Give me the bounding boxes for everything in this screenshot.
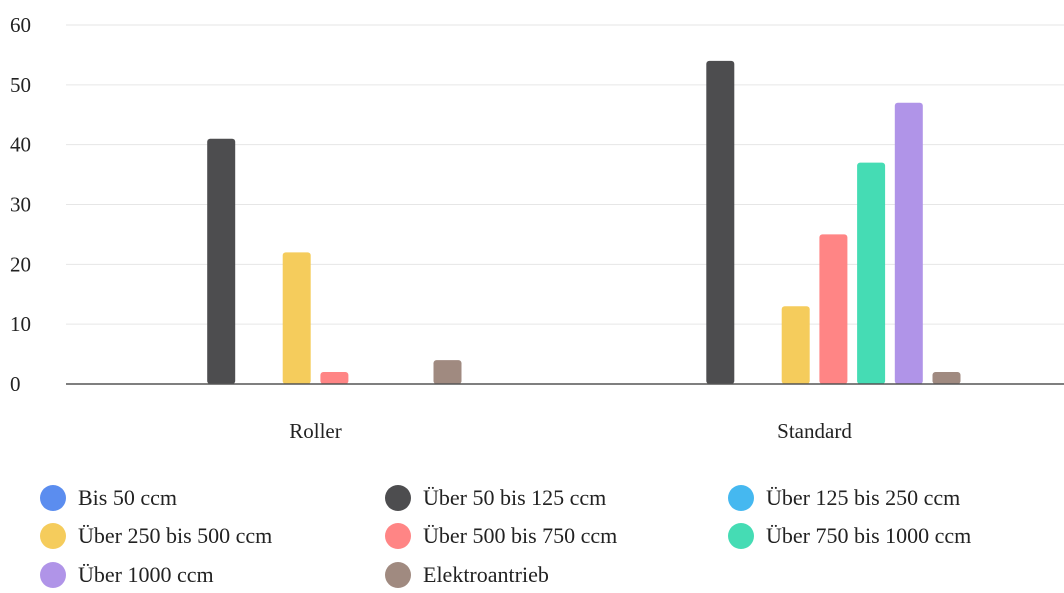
legend-swatch	[40, 523, 66, 549]
bars	[207, 60, 961, 385]
legend-item[interactable]: Über 750 bis 1000 ccm	[728, 518, 971, 554]
y-tick-label: 30	[10, 193, 31, 217]
legend-swatch	[728, 523, 754, 549]
bar	[781, 306, 810, 384]
legend-label: Über 500 bis 750 ccm	[423, 523, 618, 548]
bar	[207, 138, 236, 384]
y-tick-label: 10	[10, 312, 31, 336]
bar-chart: 0 10 20 30 40 50 60 Roller Standard	[10, 13, 1064, 443]
legend-item[interactable]: Über 125 bis 250 ccm	[728, 480, 960, 516]
bar	[894, 102, 923, 385]
bar	[706, 60, 735, 385]
legend-swatch	[728, 485, 754, 511]
y-tick-label: 40	[10, 133, 31, 157]
legend-swatch	[385, 562, 411, 588]
legend-item[interactable]: Über 1000 ccm	[40, 557, 214, 593]
x-category-label: Roller	[289, 419, 342, 443]
legend-label: Bis 50 ccm	[78, 485, 177, 510]
x-axis-categories: Roller Standard	[289, 419, 852, 443]
bar	[857, 162, 886, 384]
legend-swatch	[385, 485, 411, 511]
legend-item[interactable]: Über 250 bis 500 ccm	[40, 518, 272, 554]
y-tick-label: 20	[10, 252, 31, 276]
legend: Bis 50 ccm Über 50 bis 125 ccm Über 125 bi…	[40, 480, 1060, 588]
y-tick-label: 50	[10, 73, 31, 97]
x-category-label: Standard	[777, 419, 852, 443]
y-tick-label: 0	[10, 372, 21, 396]
y-tick-label: 60	[10, 13, 31, 37]
bar	[282, 252, 311, 384]
legend-label: Über 250 bis 500 ccm	[78, 523, 273, 548]
bar	[819, 234, 848, 384]
bar	[433, 360, 462, 384]
legend-label: Über 1000 ccm	[78, 562, 214, 587]
legend-label: Über 125 bis 250 ccm	[766, 485, 961, 510]
legend-label: Über 750 bis 1000 ccm	[766, 523, 972, 548]
bar	[932, 372, 961, 384]
legend-swatch	[40, 485, 66, 511]
legend-swatch	[40, 562, 66, 588]
legend-item[interactable]: Über 500 bis 750 ccm	[385, 518, 617, 554]
legend-item[interactable]: Über 50 bis 125 ccm	[385, 480, 606, 516]
legend-swatch	[385, 523, 411, 549]
legend-label: Über 50 bis 125 ccm	[423, 485, 607, 510]
legend-item[interactable]: Bis 50 ccm	[40, 480, 177, 516]
bar	[320, 372, 349, 384]
legend-item[interactable]: Elektroantrieb	[385, 557, 549, 593]
legend-label: Elektroantrieb	[423, 562, 549, 587]
y-axis-ticks: 0 10 20 30 40 50 60	[10, 13, 31, 396]
